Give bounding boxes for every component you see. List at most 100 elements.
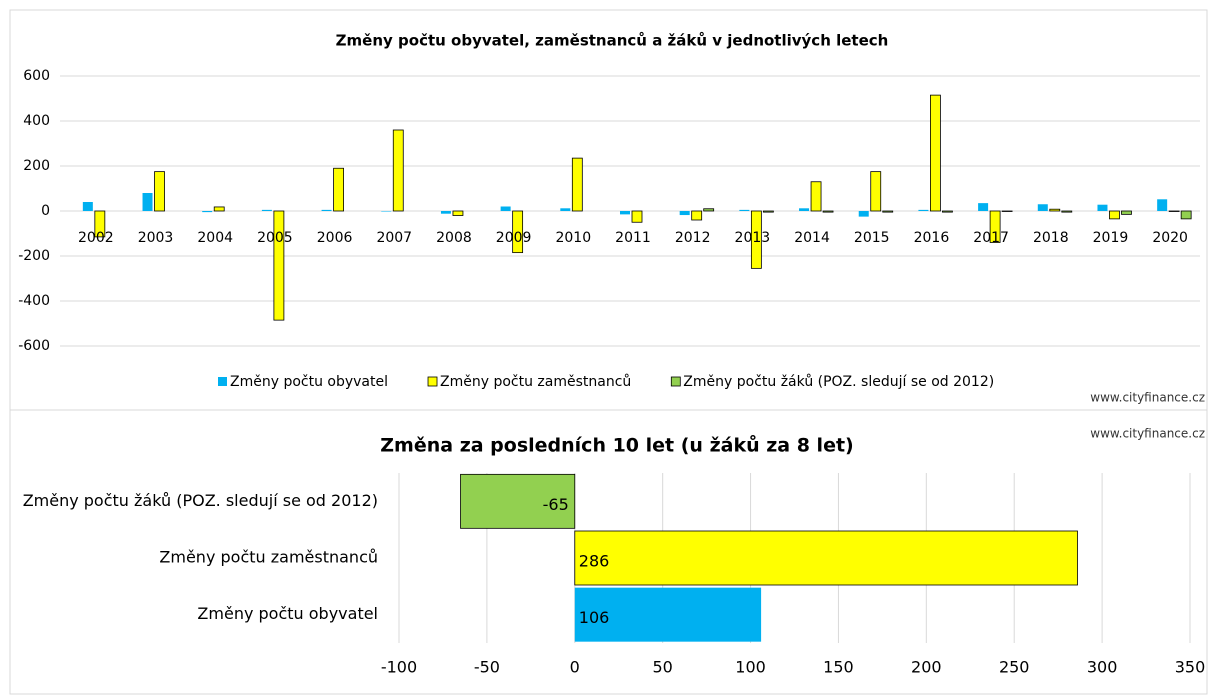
bar [1157, 199, 1168, 211]
bar [1037, 204, 1048, 211]
legend-label: Změny počtu obyvatel [230, 374, 388, 390]
chart-title: Změny počtu obyvatel, zaměstnanců a žáků… [336, 32, 889, 50]
bar [1109, 210, 1120, 220]
bar [574, 587, 762, 642]
x-tick-label: 2019 [1093, 230, 1129, 246]
legend-swatch [218, 377, 227, 386]
x-tick-label: 2015 [854, 230, 890, 246]
y-tick-label: 600 [23, 68, 50, 84]
x-tick-label: 2004 [197, 230, 233, 246]
x-tick-label: 50 [652, 658, 672, 677]
x-tick-label: 300 [1087, 658, 1118, 677]
bar [989, 210, 1001, 243]
chart-title: Změna za posledních 10 let (u žáků za 8 … [380, 434, 853, 457]
bar [1001, 210, 1013, 212]
bar [213, 206, 225, 212]
y-tick-label: Změny počtu žáků (POZ. sledují se od 201… [23, 491, 378, 510]
bar [930, 94, 941, 212]
x-tick-label: 2003 [138, 230, 174, 246]
bar [440, 211, 451, 214]
bar [1168, 210, 1180, 212]
y-tick-label: Změny počtu zaměstnanců [159, 548, 378, 567]
bar [460, 473, 576, 529]
x-tick-label: 250 [999, 658, 1030, 677]
bar [392, 129, 404, 212]
x-tick-label: 350 [1175, 658, 1206, 677]
bar [1049, 208, 1061, 212]
bar [500, 206, 511, 211]
bar [691, 210, 703, 221]
data-label: 106 [579, 608, 610, 627]
bar [154, 171, 165, 212]
bar [1061, 210, 1073, 213]
x-tick-label: 2009 [496, 230, 532, 246]
source: www.cityfinance.cz [1090, 427, 1205, 441]
x-tick-label: -100 [381, 658, 417, 677]
legend-label: Změny počtu zaměstnanců [440, 374, 631, 390]
x-tick-label: 2006 [317, 230, 353, 246]
bar [631, 210, 643, 223]
x-tick-label: 100 [735, 658, 766, 677]
bar [333, 167, 344, 212]
bar [739, 209, 750, 211]
legend-swatch [427, 376, 438, 387]
y-tick-label: -400 [18, 293, 50, 309]
x-tick-label: 2012 [675, 230, 711, 246]
x-tick-label: 2013 [735, 230, 771, 246]
bar [452, 210, 464, 216]
x-tick-label: 2020 [1152, 230, 1188, 246]
x-tick-label: 2018 [1033, 230, 1069, 246]
bar [82, 202, 93, 211]
bar [381, 211, 392, 212]
bar [142, 193, 153, 211]
bar [620, 211, 630, 215]
bar [703, 208, 715, 212]
chart-frame [9, 9, 1208, 411]
y-tick-label: 400 [23, 113, 50, 129]
x-tick-label: 2011 [615, 230, 651, 246]
x-tick-label: 2007 [376, 230, 412, 246]
legend-label: Změny počtu žáků (POZ. sledují se od 201… [683, 374, 994, 390]
bar [810, 181, 822, 212]
bar [679, 211, 690, 216]
y-tick-label: Změny počtu obyvatel [197, 604, 378, 623]
y-tick-label: -200 [18, 248, 50, 264]
bar [94, 210, 106, 238]
bar [822, 210, 834, 213]
x-tick-label: 2005 [257, 230, 293, 246]
bar [882, 210, 894, 213]
bar [750, 210, 762, 269]
x-tick-label: 200 [911, 658, 942, 677]
y-tick-label: 200 [23, 158, 50, 174]
bar [1097, 204, 1108, 211]
bar [870, 171, 882, 212]
x-tick-label: 2010 [555, 230, 591, 246]
x-tick-label: 0 [570, 658, 580, 677]
data-label: -65 [543, 495, 569, 514]
bar [799, 208, 810, 211]
bar [1180, 210, 1192, 220]
y-tick-label: 0 [41, 203, 50, 219]
x-tick-label: 2014 [794, 230, 830, 246]
source: www.cityfinance.cz [1090, 391, 1205, 405]
bar [1121, 210, 1132, 215]
bar [762, 210, 774, 213]
x-tick-label: 2008 [436, 230, 472, 246]
x-tick-label: 2016 [914, 230, 950, 246]
bar [942, 210, 953, 213]
bar [321, 209, 332, 211]
x-tick-label: 2017 [973, 230, 1009, 246]
x-tick-label: -50 [474, 658, 500, 677]
bar [858, 211, 869, 217]
bar [918, 209, 929, 211]
bar [273, 210, 285, 321]
legend-swatch [670, 376, 681, 387]
y-tick-label: -600 [18, 338, 50, 354]
data-label: 286 [579, 552, 610, 571]
bar [560, 208, 571, 211]
bar [978, 203, 989, 211]
x-tick-label: 150 [823, 658, 854, 677]
x-tick-label: 2002 [78, 230, 114, 246]
bar [261, 209, 272, 211]
